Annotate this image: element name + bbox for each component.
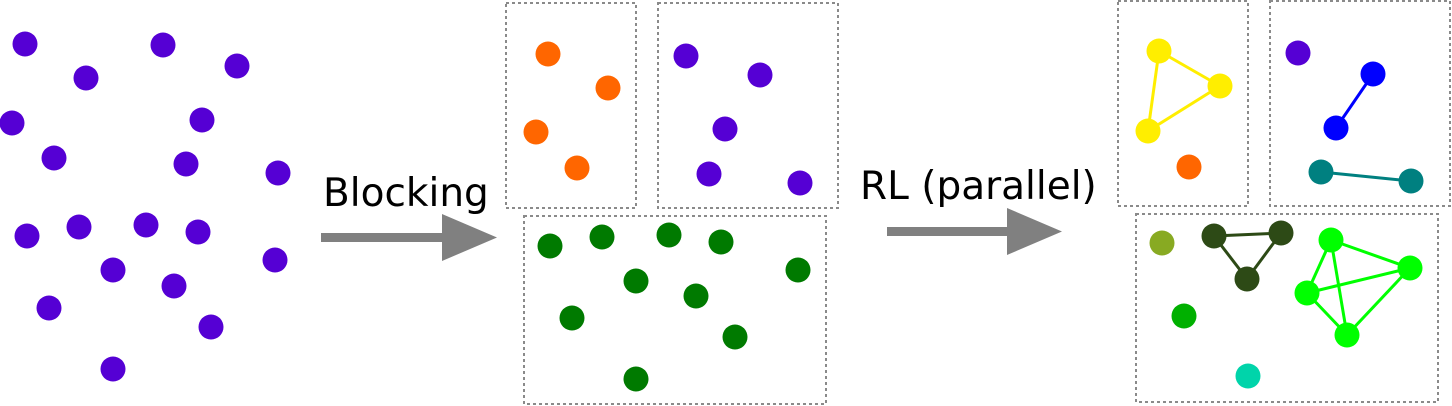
edge-yellow-3: [1146, 50, 1161, 132]
input-point-11: [66, 214, 92, 240]
purple-point-1: [673, 43, 699, 69]
rl-arrow: [887, 208, 1062, 255]
input-point-18: [198, 314, 224, 340]
green-point-9: [722, 324, 748, 350]
yellow-node-2: [1207, 73, 1233, 99]
purple-point-4: [696, 161, 722, 187]
blocking-label: Blocking: [323, 171, 489, 216]
lime-node-1: [1318, 227, 1344, 253]
rl-parallel-label: RL (parallel): [860, 164, 1097, 209]
input-point-12: [133, 212, 159, 238]
orange-point-3: [523, 119, 549, 145]
input-point-14: [100, 257, 126, 283]
darkgreen-node-1: [1201, 223, 1227, 249]
block-box-purple: [657, 2, 839, 209]
input-point-17: [36, 295, 62, 321]
teal-node-2: [1398, 168, 1424, 194]
yellow-node-3: [1135, 118, 1161, 144]
green-point-1: [537, 233, 563, 259]
input-point-4: [224, 53, 250, 79]
input-point-6: [189, 107, 215, 133]
input-point-3: [73, 65, 99, 91]
input-point-15: [161, 273, 187, 299]
orange-point-1: [535, 41, 561, 67]
orange-point-4: [564, 155, 590, 181]
turquoise-node-1: [1235, 363, 1261, 389]
green-point-10: [623, 366, 649, 392]
input-point-7: [41, 145, 67, 171]
input-point-1: [12, 31, 38, 57]
edge-lime-1: [1330, 238, 1411, 270]
blue-node-1: [1360, 61, 1386, 87]
purple-node-1: [1285, 40, 1311, 66]
darkgreen-node-3: [1234, 266, 1260, 292]
orange-node-1: [1176, 154, 1202, 180]
cluster-edges: [1146, 49, 1412, 337]
teal-node-1: [1308, 159, 1334, 185]
input-point-19: [100, 356, 126, 382]
green-node-1: [1171, 303, 1197, 329]
blocking-arrow: [321, 214, 497, 261]
input-points: [0, 31, 291, 382]
green-point-5: [785, 257, 811, 283]
lime-node-2: [1397, 255, 1423, 281]
input-point-8: [173, 151, 199, 177]
purple-point-5: [787, 170, 813, 196]
edge-teal: [1320, 170, 1412, 183]
green-point-6: [623, 268, 649, 294]
green-point-2: [589, 224, 615, 250]
edge-lime-5: [1345, 266, 1412, 337]
blue-node-2: [1323, 115, 1349, 141]
input-point-10: [14, 223, 40, 249]
input-point-16: [262, 247, 288, 273]
green-point-8: [559, 305, 585, 331]
purple-point-2: [747, 62, 773, 88]
input-point-5: [0, 110, 25, 136]
lime-node-4: [1334, 322, 1360, 348]
cluster-box-blue: [1269, 0, 1451, 207]
blocked-points: [523, 41, 813, 392]
edge-lime-3: [1329, 239, 1349, 336]
lime-node-3: [1294, 280, 1320, 306]
green-point-7: [683, 283, 709, 309]
input-point-13: [185, 219, 211, 245]
green-point-4: [708, 229, 734, 255]
edge-lime-4: [1306, 266, 1411, 295]
edge-yellow-2: [1147, 84, 1221, 133]
clustered-points: [1135, 38, 1424, 389]
darkgreen-node-2: [1268, 220, 1294, 246]
olive-node-1: [1149, 230, 1175, 256]
cluster-box-green: [1135, 213, 1439, 403]
purple-point-3: [712, 116, 738, 142]
orange-point-2: [595, 75, 621, 101]
block-box-green: [523, 215, 827, 405]
yellow-node-1: [1146, 38, 1172, 64]
green-point-3: [656, 222, 682, 248]
input-point-2: [150, 32, 176, 58]
input-point-9: [265, 160, 291, 186]
